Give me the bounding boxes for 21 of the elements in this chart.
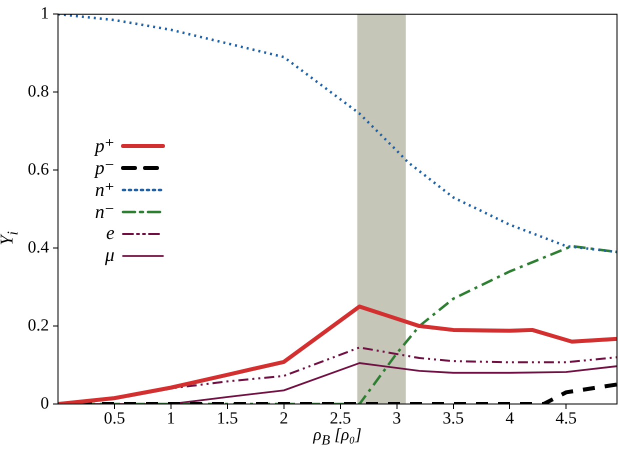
- y-tick-label: 1: [40, 4, 49, 23]
- legend-label: e: [106, 223, 115, 245]
- y-tick-label: 0.8: [28, 82, 49, 101]
- y-tick-label: 0.4: [28, 238, 50, 257]
- y-tick-label: 0.2: [28, 316, 49, 335]
- legend-label: p⁺: [95, 134, 115, 158]
- x-tick-label: 2: [280, 408, 288, 428]
- x-tick-label: 4.5: [556, 408, 577, 428]
- y-tick-label: 0: [40, 393, 49, 412]
- x-tick-label: 3: [392, 408, 402, 428]
- legend-label: p⁻: [95, 156, 115, 180]
- x-tick-label: 4: [505, 408, 514, 428]
- legend-label: μ: [104, 245, 115, 267]
- legend-label: n⁺: [95, 178, 115, 202]
- line-series: [58, 14, 617, 254]
- legend-label: n⁻: [95, 200, 115, 224]
- x-tick-label: 1.5: [216, 408, 238, 428]
- y-tick-label: 0.6: [28, 160, 49, 179]
- x-tick-label: 0.5: [104, 408, 126, 428]
- x-tick-label: 1: [166, 408, 176, 428]
- x-tick-label: 3.5: [442, 408, 464, 428]
